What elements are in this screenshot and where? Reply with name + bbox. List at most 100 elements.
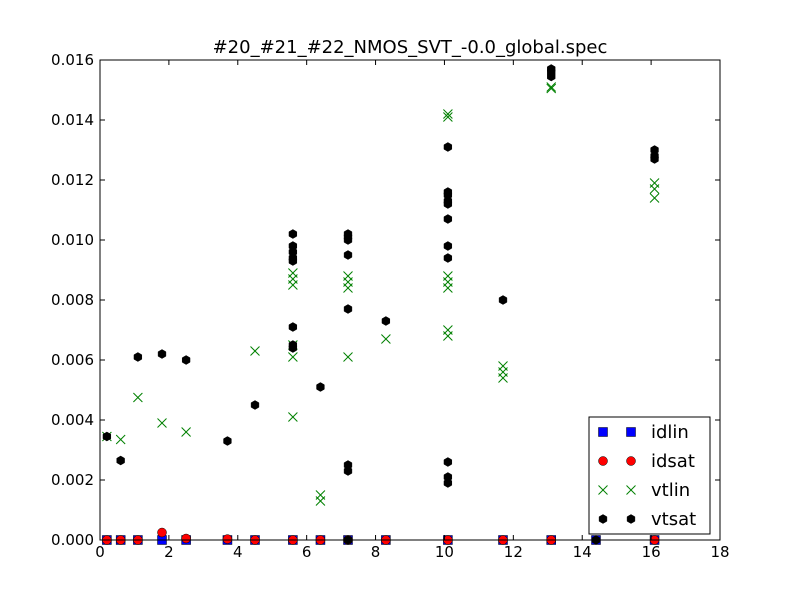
vtsat-point [443,253,453,263]
vtsat-point [650,151,659,161]
y-tick-label: 0.004 [51,411,94,429]
x-tick-label: 8 [371,543,381,561]
vtlin-point [443,325,453,335]
vtlin-point [381,334,391,344]
vtsat-point [288,241,298,251]
y-tick-label: 0.006 [51,351,94,369]
vtsat-point [443,472,453,482]
vtsat-point [116,455,125,466]
vtlin-point [343,352,353,362]
vtlin-point [343,271,353,281]
vtsat-point [181,355,191,365]
legend-label: idsat [651,451,695,472]
vtsat-point [288,253,298,263]
legend-marker [626,427,636,437]
plot-frame [99,59,721,541]
vtsat-point [157,349,167,359]
legend-item-vtlin: vtlin [598,480,690,501]
x-tick-label: 6 [302,543,312,561]
legend-marker [598,514,608,524]
legend-marker [598,485,608,495]
vtsat-point [102,431,112,442]
legend-label: vtlin [651,480,690,501]
legend-label: vtsat [651,509,696,530]
vtsat-point [343,466,353,476]
y-tick-label: 0.016 [51,51,94,69]
series-vtsat [102,64,659,545]
vtsat-point [250,400,260,410]
vtlin-point [133,392,143,403]
vtsat-point [343,250,353,260]
vtsat-point [223,436,232,446]
idsat-point [181,533,191,544]
vtsat-point [288,322,298,332]
vtsat-point [381,316,391,326]
legend-marker [626,485,636,495]
vtsat-point [443,187,453,197]
vtlin-point [157,418,167,428]
axis-ticks: 0 2 4 6 8 10 12 14 16 18 0.000 0.002 0.004 0.006 0.008… [51,51,730,561]
vtsat-point [443,214,453,224]
vtsat-point [343,460,353,470]
vtsat-point [133,352,143,362]
vtsat-point [443,478,453,488]
legend-item-idsat: idsat [598,451,695,472]
vtlin-point [288,268,298,278]
y-tick-label: 0.000 [51,531,94,549]
vtsat-point [650,145,659,155]
vtsat-point [443,241,453,251]
vtsat-point [343,229,353,239]
vtlin-point [546,82,557,92]
y-tick-label: 0.012 [51,171,94,189]
y-tick-label: 0.002 [51,471,94,489]
idsat-point [157,527,167,538]
series-vtlin [102,82,660,506]
x-tick-label: 0 [95,543,105,561]
x-tick-label: 10 [435,543,454,561]
legend: idlin idsat vtlin vtsat [588,416,711,535]
vtlin-point [288,352,298,362]
vtlin-point [181,427,191,437]
vtsat-point [443,142,453,152]
legend-marker [598,456,608,466]
x-tick-label: 16 [642,543,661,561]
vtsat-point [288,229,298,239]
legend-marker [598,427,608,437]
vtlin-point [250,346,260,356]
legend-box [588,416,711,535]
vtlin-point [115,434,126,445]
legend-item-idlin: idlin [598,422,689,443]
x-tick-label: 4 [233,543,243,561]
legend-item-vtsat: vtsat [598,509,696,530]
vtsat-point [288,340,298,350]
vtsat-point [343,304,353,314]
vtsat-point [498,295,508,305]
vtlin-point [443,109,453,119]
vtsat-point [547,64,556,74]
legend-marker [626,456,636,466]
y-tick-label: 0.010 [51,231,94,249]
vtlin-point [498,361,508,371]
x-tick-label: 12 [504,543,523,561]
y-tick-label: 0.014 [51,111,94,129]
vtlin-point [443,112,453,122]
idsat-point [222,534,233,544]
vtsat-point [443,457,453,467]
legend-marker [626,514,636,524]
vtlin-point [443,271,453,281]
vtlin-point [288,412,298,422]
vtsat-point [443,196,453,206]
vtsat-point [288,247,298,257]
x-tick-label: 14 [573,543,592,561]
vtlin-point [649,178,660,188]
x-tick-label: 18 [710,543,729,561]
legend-label: idlin [651,422,689,443]
vtlin-point [649,193,660,203]
y-tick-label: 0.008 [51,291,94,309]
vtlin-point [546,83,557,94]
x-tick-label: 2 [164,543,174,561]
vtlin-point [315,490,326,500]
chart-title: #20_#21_#22_NMOS_SVT_-0.0_global.spec [213,37,608,58]
vtsat-point [316,382,325,392]
